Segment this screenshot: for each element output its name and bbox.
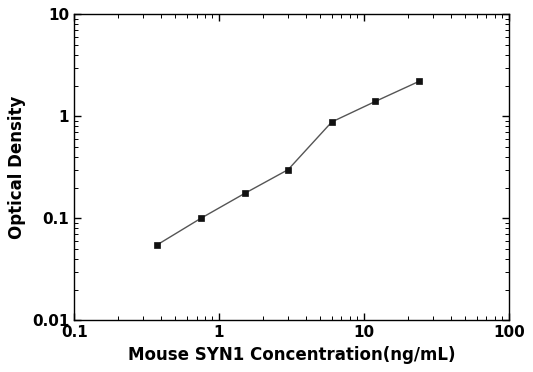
Y-axis label: Optical Density: Optical Density <box>9 96 26 239</box>
X-axis label: Mouse SYN1 Concentration(ng/mL): Mouse SYN1 Concentration(ng/mL) <box>128 346 455 364</box>
